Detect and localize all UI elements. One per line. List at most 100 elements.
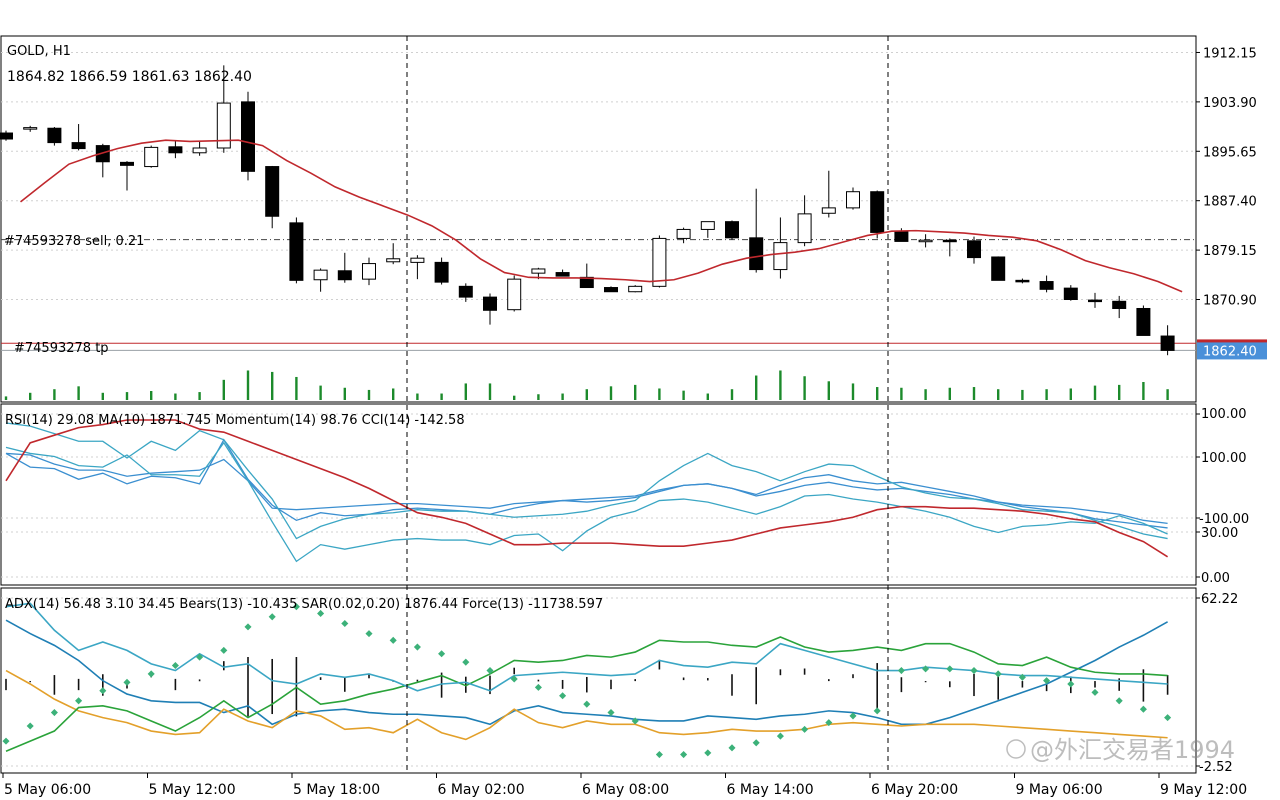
price-tick-label: 1870.90 [1203,294,1257,309]
candle [483,293,497,325]
oscillator-panel: RSI(14) 29.08 MA(10) 1871.745 Momentum(1… [0,403,1197,586]
sar-dot [510,675,518,683]
sar-dot [946,665,954,673]
sar-dot [220,646,228,654]
adx-panel: ADX(14) 56.48 3.10 34.45 Bears(13) -10.4… [0,587,1197,774]
adx-scale-label: -2.52 [1199,760,1233,775]
candle [967,236,981,264]
price-tick-label: 1903.90 [1203,96,1257,111]
osc-scale-label: -100.00 [1199,512,1249,527]
sar-dot [994,670,1002,678]
candle [47,127,62,146]
candle [168,141,183,159]
sar-dot [50,709,58,717]
sar-dot [655,751,663,759]
candle [1136,305,1151,336]
sar-dot [292,603,300,611]
oscillator-lines [5,419,1169,563]
sar-dot [99,687,107,695]
candle [458,283,473,302]
sar-dot [680,751,688,759]
sar-dot [825,719,833,727]
sar-dot [341,619,349,628]
candle [773,217,788,279]
candle [676,227,691,244]
sar-dot [873,707,881,715]
sar-dot [438,650,446,658]
parabolic-sar-dots [2,603,1172,759]
sar-dot [801,725,809,733]
time-tick-label: 9 May 06:00 [1016,782,1103,798]
osc-scale-label: 100.00 [1201,451,1247,466]
candle [71,124,86,151]
moving-average-line [20,139,1183,293]
price-tick-label: 1887.40 [1203,195,1257,210]
oscillator-series-line [5,422,1168,540]
price-tick-label: 1912.15 [1203,46,1257,61]
sar-dot [317,609,325,617]
sar-dot [75,697,83,705]
price-panel: GOLD, H1 1864.82 1866.59 1861.63 1862.40… [0,35,1197,403]
watermark-text: @外汇交易者1994 [1030,736,1235,764]
sar-dot [2,737,10,745]
candle [0,130,13,141]
sar-dot [897,667,905,675]
adx-series-line [5,619,1168,726]
time-axis: 5 May 06:00 5 May 12:00 5 May 18:00 6 May 0… [2,773,1247,798]
adx-series-line [5,636,1168,752]
candle [1112,295,1127,319]
sar-dot [196,653,204,661]
adx-axis: 62.22 -2.52 [1196,592,1238,775]
time-tick-label: 6 May 20:00 [871,782,958,798]
candle [1063,285,1078,301]
candle [1015,278,1030,284]
time-tick-label: 5 May 12:00 [149,782,236,798]
time-tick-label: 9 May 12:00 [1160,782,1247,798]
sar-dot [559,692,567,700]
candle [216,65,231,153]
candle [628,285,643,293]
candle [555,269,570,277]
sar-dot [26,722,34,730]
candle [700,221,715,238]
sar-dot [268,613,276,621]
time-tick-label: 6 May 02:00 [438,782,525,798]
time-tick-label: 5 May 06:00 [4,782,91,798]
candlesticks [0,65,1175,356]
current-price-tag: 1862.40 [1197,339,1267,360]
candle [725,220,739,240]
order-label: #74593278 sell, 0.21 [4,234,144,249]
candle [1160,325,1175,356]
price-axis: 1912.15 1903.90 1895.65 1887.40 1879.15 1870.… [1196,46,1257,309]
candle [434,257,449,285]
adx-label: ADX(14) 56.48 3.10 34.45 Bears(13) -10.4… [5,597,603,612]
watermark-icon [1006,739,1026,759]
osc-scale-label: 30.00 [1201,526,1238,541]
symbol-label: GOLD, H1 [7,44,71,59]
candle [337,252,352,283]
oscillator-series-line [5,438,1168,529]
sar-dot [462,658,470,666]
sar-dot [389,636,397,644]
current-price-label: 1862.40 [1203,344,1257,359]
sar-dot [147,670,155,678]
candle [846,187,860,210]
candle [821,170,836,218]
candle [870,190,885,239]
candle [386,243,401,265]
sar-dot [583,700,591,708]
candle [1039,275,1054,293]
price-tick-label: 1879.15 [1203,244,1257,259]
candle [410,255,425,280]
candle [120,161,134,191]
sar-dot [776,732,784,740]
sar-dot [607,709,615,717]
sar-dot [534,683,542,691]
sar-dot [413,643,421,651]
sar-dot [728,744,736,752]
sar-dot [631,717,639,725]
sar-dot [970,667,978,675]
sar-dot [486,667,494,675]
sar-dot [365,630,373,638]
candle [507,275,522,312]
